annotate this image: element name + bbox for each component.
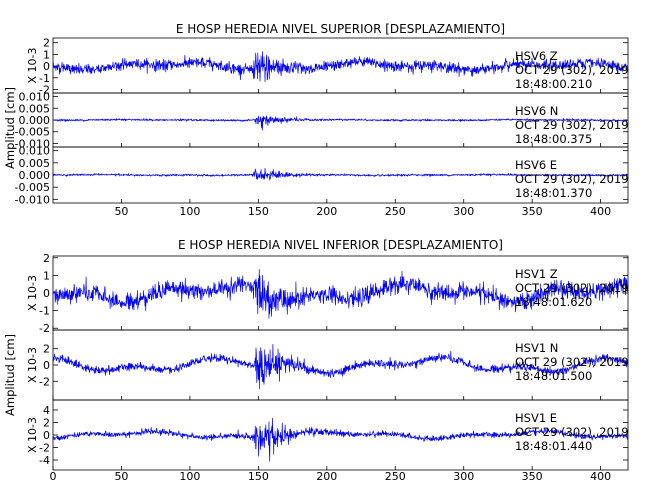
date-label-inf-e: OCT 29 (302), 2019 — [515, 425, 629, 439]
y-tick-label-sup-n: 0.000 — [19, 114, 51, 127]
station-label-inf-n: HSV1 N — [515, 341, 558, 355]
unit-label-inf-z: X 10-3 — [26, 275, 39, 311]
x-tick-label-0: 300 — [453, 205, 474, 218]
x-tick-label-0: 250 — [385, 205, 406, 218]
time-label-inf-e: 18:48:01.440 — [515, 439, 592, 453]
y-axis-label-1: Amplitud [cm] — [3, 334, 17, 416]
unit-label-sup-z: X 10-3 — [26, 48, 39, 84]
y-tick-label-sup-e: -0.010 — [15, 193, 50, 206]
time-label-sup-z: 18:48:00.210 — [515, 77, 592, 91]
unit-label-inf-e: X 10-3 — [26, 417, 39, 453]
date-label-sup-e: OCT 29 (302), 2019 — [515, 172, 629, 186]
x-tick-label-0: 50 — [114, 205, 128, 218]
trace-sup-e — [52, 168, 629, 181]
x-tick-label-1: 300 — [453, 470, 474, 483]
y-axis-label-0: Amplitud [cm] — [3, 87, 17, 169]
y-tick-label-sup-z: 2 — [43, 37, 50, 50]
y-tick-label-inf-z: 1 — [43, 269, 50, 282]
y-tick-label-inf-e: 2 — [43, 417, 50, 430]
station-label-sup-e: HSV6 E — [515, 158, 557, 172]
y-tick-label-sup-z: 1 — [43, 48, 50, 61]
unit-label-inf-n: X 10-3 — [26, 347, 39, 383]
x-tick-label-1: 250 — [385, 470, 406, 483]
x-tick-label-0: 150 — [248, 205, 269, 218]
x-tick-label-1: 400 — [590, 470, 611, 483]
x-tick-label-0: 200 — [316, 205, 337, 218]
x-tick-label-1: 100 — [179, 470, 200, 483]
y-tick-label-sup-z: 0 — [43, 60, 50, 73]
x-tick-label-0: 350 — [522, 205, 543, 218]
y-tick-label-sup-e: 0.010 — [19, 145, 51, 158]
y-tick-label-inf-z: -1 — [39, 305, 50, 318]
chart-title-0: E HOSP HEREDIA NIVEL SUPERIOR [DESPLAZAM… — [176, 22, 505, 36]
station-label-inf-e: HSV1 E — [515, 411, 557, 425]
x-tick-label-1: 50 — [114, 470, 128, 483]
date-label-inf-n: OCT 29 (302), 2019 — [515, 355, 629, 369]
time-label-sup-n: 18:48:00.375 — [515, 132, 592, 146]
x-tick-label-1: 0 — [50, 470, 57, 483]
station-label-sup-z: HSV6 Z — [515, 49, 558, 63]
y-tick-label-sup-z: -2 — [39, 83, 50, 96]
y-tick-label-inf-e: -2 — [39, 442, 50, 455]
y-tick-label-inf-e: 0 — [43, 429, 50, 442]
x-tick-label-1: 200 — [316, 470, 337, 483]
y-tick-label-sup-n: 0.005 — [19, 102, 51, 115]
x-tick-label-0: 100 — [179, 205, 200, 218]
time-label-inf-z: 18:48:01.620 — [515, 295, 592, 309]
y-tick-label-inf-z: 2 — [43, 252, 50, 265]
x-tick-label-1: 150 — [248, 470, 269, 483]
trace-sup-z — [52, 51, 629, 83]
date-label-sup-n: OCT 29 (302), 2019 — [515, 118, 629, 132]
x-tick-label-1: 350 — [522, 470, 543, 483]
y-tick-label-inf-z: 0 — [43, 287, 50, 300]
trace-inf-e — [52, 417, 629, 462]
time-label-sup-e: 18:48:01.370 — [515, 186, 592, 200]
y-tick-label-sup-z: -1 — [39, 72, 50, 85]
station-label-sup-n: HSV6 N — [515, 104, 558, 118]
date-label-sup-z: OCT 29 (302), 2019 — [515, 63, 629, 77]
x-tick-label-0: 400 — [590, 205, 611, 218]
y-tick-label-inf-n: -2 — [39, 375, 50, 388]
y-tick-label-sup-n: -0.010 — [15, 137, 50, 150]
y-tick-label-sup-n: 0.010 — [19, 91, 51, 104]
y-tick-label-sup-e: -0.005 — [15, 181, 50, 194]
chart-title-1: E HOSP HEREDIA NIVEL INFERIOR [DESPLAZAM… — [178, 238, 503, 252]
y-tick-label-inf-n: 2 — [43, 343, 50, 356]
y-tick-label-inf-z: -2 — [39, 322, 50, 335]
y-tick-label-inf-e: 4 — [43, 404, 50, 417]
trace-inf-n — [52, 343, 629, 390]
y-tick-label-inf-e: -4 — [39, 454, 50, 467]
y-tick-label-inf-n: 0 — [43, 359, 50, 372]
y-tick-label-sup-n: -0.005 — [15, 126, 50, 139]
y-tick-label-sup-e: 0.000 — [19, 169, 51, 182]
date-label-inf-z: OCT 29 (302), 2019 — [515, 281, 629, 295]
y-tick-label-sup-e: 0.005 — [19, 157, 51, 170]
trace-inf-z — [52, 269, 629, 319]
trace-sup-n — [52, 115, 629, 131]
time-label-inf-n: 18:48:01.500 — [515, 369, 592, 383]
station-label-inf-z: HSV1 Z — [515, 267, 558, 281]
